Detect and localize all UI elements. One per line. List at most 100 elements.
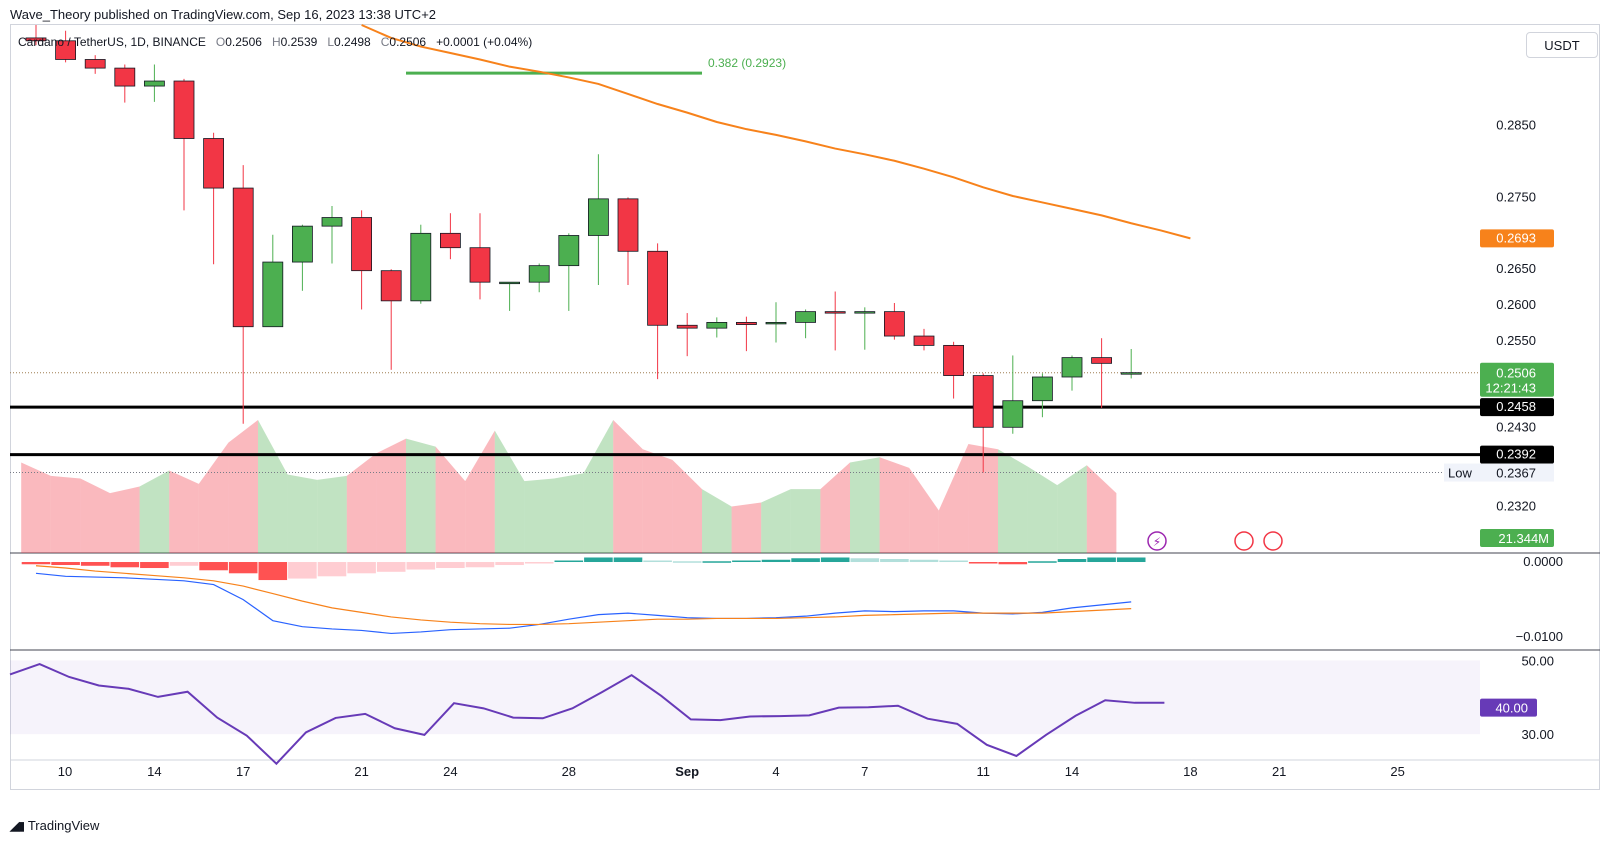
time-axis-tick: 14: [1065, 764, 1079, 779]
candle-body: [884, 311, 905, 337]
volume-area-segment: [494, 430, 525, 553]
candle-body: [913, 335, 935, 346]
macd-histogram-bar: [880, 559, 909, 563]
candle-body: [173, 80, 195, 139]
macd-histogram-bar: [850, 558, 880, 563]
candle-body: [232, 187, 254, 328]
volume-area-segment: [110, 486, 140, 553]
macd-histogram-bar: [820, 557, 850, 563]
legend-close: 0.2506: [389, 35, 427, 49]
candle-body: [1091, 357, 1112, 364]
macd-histogram-bar: [376, 562, 406, 572]
candle-body: [410, 232, 432, 302]
rsi-value-label: 40.00: [1495, 701, 1528, 716]
volume-area-segment: [139, 470, 170, 553]
time-axis-tick: 28: [562, 764, 576, 779]
macd-histogram-bar: [495, 562, 524, 566]
macd-histogram-bar: [80, 562, 110, 566]
candle-body: [469, 247, 491, 283]
price-axis-tick: 0.2600: [1496, 297, 1536, 312]
price-axis-tick: 0.2850: [1496, 118, 1536, 133]
volume-area-segment: [406, 438, 436, 553]
time-axis-tick: 4: [772, 764, 779, 779]
candle-body: [203, 138, 225, 189]
volume-area-segment: [998, 449, 1028, 553]
volume-area-segment: [761, 489, 791, 553]
macd-histogram-bar: [732, 560, 761, 563]
time-axis-tick: 14: [147, 764, 161, 779]
time-axis-tick: Sep: [675, 764, 699, 779]
signal-line: [35, 565, 1132, 626]
legend-symbol: Cardano / TetherUS, 1D, BINANCE: [18, 35, 206, 49]
rsi-band: [10, 660, 1480, 735]
macd-axis-tick: 0.0000: [1523, 554, 1563, 569]
macd-histogram-bar: [228, 562, 258, 574]
time-axis-tick: 7: [861, 764, 868, 779]
symbol-legend: Cardano / TetherUS, 1D, BINANCE O0.2506 …: [18, 35, 532, 49]
legend-high-label: H: [271, 35, 281, 49]
volume-area-segment: [968, 443, 998, 553]
price-axis-tick: 0.2750: [1496, 189, 1536, 204]
volume-label: 21.344M: [1498, 531, 1549, 546]
volume-area-segment: [672, 459, 702, 553]
volume-area-segment: [909, 467, 939, 553]
candle-body: [617, 198, 639, 252]
macd-histogram-bar: [347, 562, 376, 574]
candle-body: [114, 67, 136, 87]
macd-histogram-bar: [140, 562, 169, 569]
macd-histogram-bar: [584, 557, 613, 563]
macd-histogram-bar: [909, 559, 939, 563]
candle-body: [439, 232, 461, 249]
time-axis-tick: 18: [1183, 764, 1197, 779]
macd-histogram-bar: [554, 560, 584, 563]
ema-price-label-box: [1480, 229, 1554, 248]
volume-area-segment: [554, 473, 584, 553]
time-axis-tick: 10: [58, 764, 72, 779]
time-axis-tick: 21: [354, 764, 368, 779]
volume-area-segment: [80, 478, 110, 553]
candle-body: [647, 250, 668, 326]
legend-change: +0.0001 (+0.04%): [436, 35, 533, 49]
volume-area-segment: [50, 475, 81, 553]
tradingview-logo[interactable]: ◢▮ TradingView: [10, 818, 99, 833]
legend-low: 0.2498: [334, 35, 371, 49]
macd-histogram-bar: [613, 557, 643, 563]
countdown-label: 12:21:43: [1485, 381, 1536, 396]
candle-body: [943, 344, 964, 376]
macd-histogram-bar: [317, 562, 347, 577]
legend-high: 0.2539: [280, 35, 318, 49]
candle-body: [321, 217, 343, 227]
volume-area-segment: [879, 457, 910, 553]
candle-body: [854, 311, 876, 314]
macd-histogram-bar: [1057, 559, 1087, 563]
volume-area-segment: [465, 430, 495, 553]
currency-button[interactable]: USDT: [1526, 32, 1598, 58]
legend-close-label: C: [380, 35, 390, 49]
candle-body: [1032, 376, 1053, 402]
low-label-box: [1444, 463, 1554, 482]
low-label: Low: [1448, 466, 1472, 481]
macd-histogram-bar: [1087, 557, 1116, 563]
rsi-axis-tick: 30.00: [1521, 727, 1554, 742]
price-axis-tick: 0.2320: [1496, 498, 1536, 513]
legend-low-label: L: [327, 35, 335, 49]
tradingview-brand-label: TradingView: [27, 818, 100, 833]
candle-body: [351, 217, 373, 272]
volume-area-segment: [1027, 466, 1058, 553]
volume-area-segment: [435, 446, 466, 553]
volume-area-segment: [346, 453, 377, 553]
candle-body: [736, 322, 757, 325]
candle-body: [1061, 357, 1083, 378]
time-axis-tick: 11: [976, 764, 990, 779]
macd-histogram-bar: [968, 562, 998, 564]
macd-line: [35, 572, 1132, 635]
macd-histogram-bar: [672, 561, 702, 563]
volume-area-segment: [790, 489, 821, 553]
support-label: 0.2458: [1496, 399, 1536, 414]
legend-open-label: O: [215, 35, 226, 49]
candle-body: [558, 235, 580, 267]
candle-body: [824, 311, 846, 314]
lightning-event-icon: [1147, 531, 1167, 551]
support-label: 0.2392: [1496, 447, 1536, 462]
